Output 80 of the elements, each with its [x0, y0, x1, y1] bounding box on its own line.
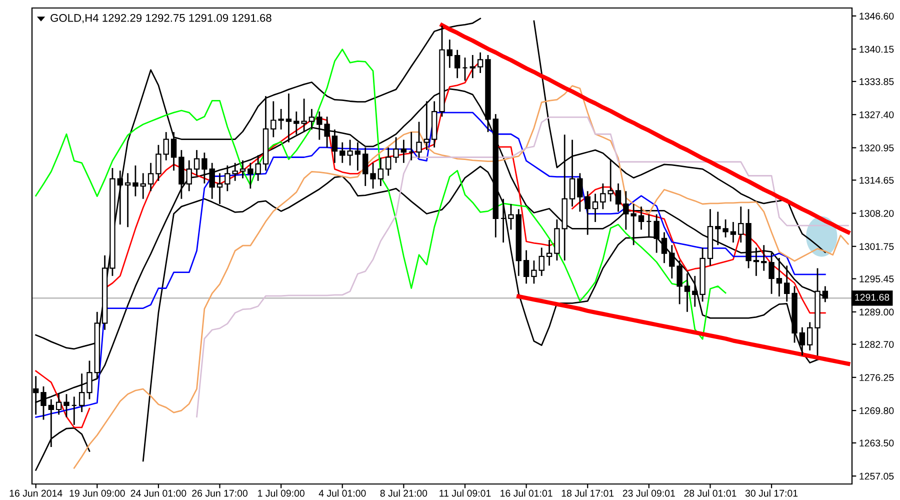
- candlestick: [324, 116, 330, 148]
- candlestick: [194, 149, 200, 176]
- candlestick: [156, 144, 162, 182]
- y-tick-label: 1314.65: [860, 176, 894, 184]
- line-series: [73, 85, 849, 469]
- line-series: [35, 48, 726, 340]
- y-tick-label: 1308.20: [860, 210, 894, 217]
- y-tick-label: 1333.85: [860, 78, 894, 86]
- candlestick: [400, 139, 407, 164]
- candlestick: [240, 160, 246, 180]
- candlestick: [140, 172, 146, 200]
- candlestick: [332, 128, 338, 164]
- chart-title: GOLD,H4 1292.29 1292.75 1291.09 1291.68: [50, 14, 272, 24]
- line-series: [440, 23, 850, 234]
- candlestick: [477, 52, 484, 74]
- x-tick-label: 8 Jul 21:00: [380, 490, 428, 497]
- candlestick: [170, 131, 177, 172]
- candlestick: [124, 172, 131, 228]
- y-tick-label: 1340.15: [860, 46, 894, 53]
- candlestick: [301, 98, 307, 133]
- candlestick: [408, 131, 414, 162]
- x-tick-label: 24 Jun 01:00: [130, 490, 186, 497]
- candlestick: [64, 393, 70, 418]
- candlestick: [538, 246, 544, 277]
- y-tick-label: 1289.00: [860, 308, 894, 316]
- y-tick-label: 1320.95: [860, 144, 894, 152]
- candlestick: [523, 250, 530, 284]
- candlestick: [148, 162, 154, 192]
- x-tick-label: 4 Jul 01:00: [318, 490, 366, 497]
- candlestick: [117, 170, 123, 226]
- candlestick: [354, 142, 361, 172]
- x-tick-label: 23 Jul 09:01: [622, 490, 675, 497]
- x-tick-label: 30 Jul 17:01: [745, 490, 798, 497]
- line-series: [196, 116, 849, 418]
- candlestick: [462, 56, 468, 82]
- candlestick: [378, 157, 384, 187]
- candlestick: [347, 139, 353, 166]
- y-tick-label: 1263.50: [860, 440, 894, 447]
- x-tick-label: 1 Jul 09:00: [258, 490, 304, 497]
- candlestick: [308, 108, 315, 130]
- candlestick: [163, 131, 169, 162]
- candlestick: [340, 142, 346, 164]
- y-tick-label: 1269.80: [860, 407, 894, 414]
- candlestick: [362, 146, 368, 187]
- y-tick-label: 1346.60: [860, 12, 894, 20]
- candlestick: [531, 260, 537, 284]
- candlestick: [546, 239, 552, 266]
- candlestick: [294, 110, 300, 136]
- y-tick-label: 1276.25: [860, 374, 894, 382]
- line-series: [516, 294, 850, 366]
- candlestick: [569, 139, 576, 208]
- candlestick: [132, 164, 138, 197]
- x-tick-label: 16 Jun 2014: [10, 490, 62, 497]
- candlestick: [370, 162, 376, 190]
- x-tick-label: 28 Jul 01:01: [684, 490, 736, 497]
- x-tick-label: 26 Jun 17:00: [192, 490, 248, 497]
- y-tick-label: 1301.75: [860, 243, 894, 250]
- candlestick: [316, 110, 322, 140]
- candlestick: [86, 360, 92, 400]
- y-tick-label: 1257.05: [860, 472, 894, 480]
- candlestick: [454, 49, 460, 79]
- candlestick: [470, 54, 476, 79]
- x-tick-label: 18 Jul 17:01: [562, 490, 614, 497]
- candlestick: [799, 326, 806, 356]
- x-tick-label: 19 Jun 09:00: [70, 490, 125, 497]
- candlestick: [286, 92, 292, 144]
- y-tick-label: 1282.70: [860, 340, 894, 348]
- y-tick-label: 1295.45: [860, 275, 894, 282]
- candlestick: [416, 121, 422, 158]
- candlestick: [393, 136, 399, 164]
- candlestick: [386, 146, 392, 176]
- x-tick-label: 11 Jul 09:01: [440, 490, 491, 497]
- y-tick-label: 1327.40: [860, 111, 894, 118]
- ref-line-label: 1291.68: [855, 294, 890, 301]
- candlestick: [71, 396, 78, 426]
- candlestick: [446, 38, 453, 69]
- candlestick: [424, 100, 430, 151]
- candlestick: [806, 321, 813, 352]
- x-tick-label: 16 Jul 01:01: [500, 490, 552, 497]
- candlestick: [216, 172, 223, 205]
